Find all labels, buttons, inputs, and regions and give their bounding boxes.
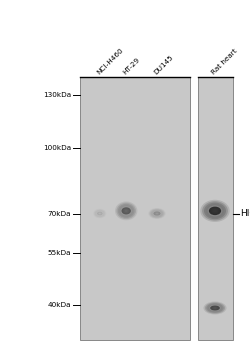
Ellipse shape [97,212,102,215]
Ellipse shape [204,301,227,315]
Text: 40kDa: 40kDa [48,302,71,308]
Ellipse shape [209,206,221,215]
Ellipse shape [150,209,164,218]
Text: DU145: DU145 [153,54,174,75]
Ellipse shape [120,206,132,216]
Ellipse shape [93,209,106,218]
Ellipse shape [152,210,162,217]
Ellipse shape [204,203,226,219]
Ellipse shape [206,303,224,313]
Ellipse shape [96,210,104,217]
Ellipse shape [209,305,221,311]
Ellipse shape [94,209,106,218]
Ellipse shape [205,302,225,314]
Ellipse shape [98,212,102,215]
Ellipse shape [97,212,102,215]
Ellipse shape [210,306,220,310]
Text: 70kDa: 70kDa [48,210,71,217]
Text: 130kDa: 130kDa [43,92,71,98]
Ellipse shape [96,211,103,216]
Ellipse shape [200,200,230,222]
Ellipse shape [154,211,160,216]
Ellipse shape [154,211,160,216]
Ellipse shape [156,213,158,214]
Bar [198,77,232,340]
Text: NCI-H460: NCI-H460 [96,47,124,75]
Ellipse shape [211,306,219,310]
Text: HT-29: HT-29 [122,56,141,75]
Ellipse shape [99,213,100,214]
Ellipse shape [122,207,131,215]
Ellipse shape [115,202,138,220]
Ellipse shape [125,210,128,212]
Ellipse shape [208,304,222,312]
Ellipse shape [150,209,164,218]
Ellipse shape [206,204,224,218]
Ellipse shape [212,306,218,310]
Ellipse shape [214,307,216,309]
Ellipse shape [122,207,130,215]
Ellipse shape [208,205,222,216]
Ellipse shape [210,207,220,215]
Ellipse shape [155,212,159,215]
Text: HIC1: HIC1 [240,209,250,218]
Ellipse shape [119,205,133,217]
Ellipse shape [211,208,219,214]
Ellipse shape [213,210,217,212]
Text: Rat heart: Rat heart [211,47,239,75]
Ellipse shape [148,208,166,219]
Ellipse shape [124,209,129,213]
Ellipse shape [118,204,134,218]
Text: 55kDa: 55kDa [48,250,71,256]
Bar [80,77,190,340]
Ellipse shape [153,211,161,216]
Ellipse shape [202,201,228,220]
Ellipse shape [95,210,105,217]
Text: 100kDa: 100kDa [43,145,71,151]
Ellipse shape [116,203,136,219]
